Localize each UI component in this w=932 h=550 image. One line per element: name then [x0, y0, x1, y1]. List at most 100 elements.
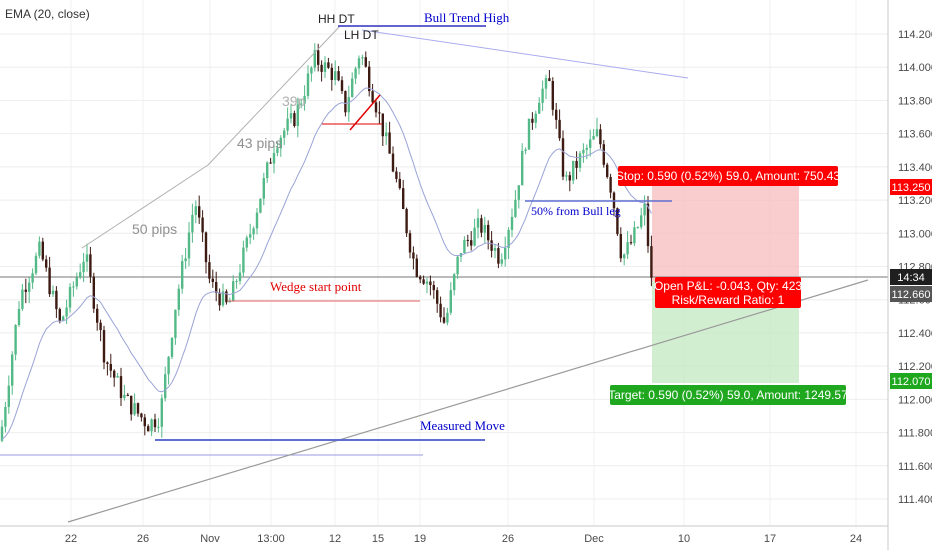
target-label-box[interactable] — [610, 385, 846, 405]
price-tick-label: 113.200 — [898, 195, 932, 207]
leg-43-pips-line[interactable] — [207, 25, 341, 166]
candle-body — [119, 376, 123, 398]
time-tick-label: 13:00 — [257, 533, 285, 545]
candle-body — [85, 254, 89, 262]
dt-leg-line[interactable] — [349, 94, 381, 131]
candle-body — [249, 234, 252, 238]
candle-body — [408, 233, 412, 253]
candle-body — [334, 71, 337, 81]
candle-body — [517, 185, 520, 200]
ema-line — [1, 87, 652, 440]
candle-body — [643, 203, 646, 216]
candle-body — [75, 277, 78, 287]
candle-body — [578, 153, 582, 168]
time-tick-label: 19 — [414, 533, 426, 545]
candle-body — [395, 171, 398, 179]
candle-body — [300, 103, 303, 105]
time-tick-label: 24 — [850, 533, 862, 545]
candle-body — [568, 175, 571, 181]
pips-43-label: 43 pips — [237, 135, 282, 151]
candle-body — [480, 218, 483, 233]
current-price-badge-text: 112.660 — [892, 289, 931, 301]
candle-body — [538, 102, 541, 114]
candle-body — [572, 160, 575, 181]
candle-body — [38, 241, 41, 256]
candle-body — [619, 234, 622, 259]
candle-body — [582, 149, 585, 154]
time-tick-label: 26 — [137, 533, 149, 545]
stop-label-box[interactable] — [618, 166, 838, 186]
candle-body — [429, 281, 432, 286]
candle-body — [153, 419, 157, 428]
candle-body — [470, 240, 473, 246]
candle-body — [286, 118, 289, 131]
candle-body — [592, 136, 595, 140]
candle-body — [432, 285, 435, 291]
leg-50-pips-line[interactable] — [81, 164, 209, 249]
time-axis[interactable]: 22 26 Nov 13:00 12 15 19 26 Dec 10 17 24 — [65, 533, 862, 545]
stop-price-badge-text: 113.250 — [892, 182, 931, 194]
candle-body — [58, 309, 61, 321]
candle-body — [283, 130, 286, 138]
stop-zone[interactable] — [652, 186, 799, 281]
candle-body — [225, 291, 228, 303]
candle-body — [259, 198, 262, 213]
candle-body — [126, 394, 129, 396]
candle-body — [133, 403, 136, 415]
candle-body — [65, 307, 68, 317]
bull-trendline[interactable] — [67, 279, 869, 523]
candle-body — [551, 81, 554, 110]
candle-body — [589, 139, 592, 148]
price-tick-label: 113.400 — [898, 162, 932, 174]
candle-body — [629, 242, 633, 244]
candle-body — [113, 370, 116, 378]
candle-body — [510, 216, 514, 230]
candle-body — [208, 262, 211, 279]
candle-body — [456, 256, 459, 275]
candle-body — [504, 247, 507, 260]
candle-body — [463, 239, 466, 253]
candle-body — [218, 292, 221, 306]
candle-body — [150, 419, 153, 432]
price-tick-label: 111.800 — [898, 428, 932, 440]
pnl-label-box[interactable] — [655, 277, 801, 308]
candle-body — [558, 119, 561, 139]
time-badge-text: 14:34 — [897, 272, 925, 284]
candle-body — [96, 308, 99, 323]
candle-body — [317, 50, 320, 65]
current-price-badge — [890, 286, 932, 302]
upper-channel-line[interactable] — [361, 29, 689, 79]
candle-body — [555, 109, 558, 120]
candle-body — [340, 80, 344, 92]
candle-body — [194, 206, 197, 215]
candle-body — [320, 64, 323, 72]
candle-body — [595, 129, 599, 137]
candle-body — [534, 113, 537, 123]
candle-body — [147, 426, 150, 432]
candle-body — [636, 227, 639, 229]
candle-body — [626, 242, 629, 255]
candle-body — [45, 259, 48, 268]
candle-body — [361, 57, 364, 59]
candle-body — [575, 160, 578, 168]
candle-body — [561, 138, 565, 177]
candle-body — [585, 147, 588, 150]
candle-body — [351, 78, 354, 98]
candle-body — [327, 62, 330, 68]
candle-body — [235, 281, 238, 283]
candle-body — [177, 288, 180, 310]
candle-body — [531, 118, 534, 123]
candle-body — [262, 178, 265, 199]
price-axis[interactable]: 114.200 114.000 113.800 113.600 113.400 113.2… — [898, 29, 932, 506]
candle-body — [174, 309, 177, 338]
time-tick-label: 26 — [502, 533, 514, 545]
candle-body — [255, 212, 259, 229]
candle-body — [79, 272, 82, 278]
price-tick-label: 113.800 — [898, 95, 932, 107]
time-tick-label: 15 — [372, 533, 384, 545]
candle-body — [4, 406, 7, 427]
indicator-label[interactable]: EMA (20, close) — [5, 7, 90, 21]
candle-body — [109, 363, 112, 371]
